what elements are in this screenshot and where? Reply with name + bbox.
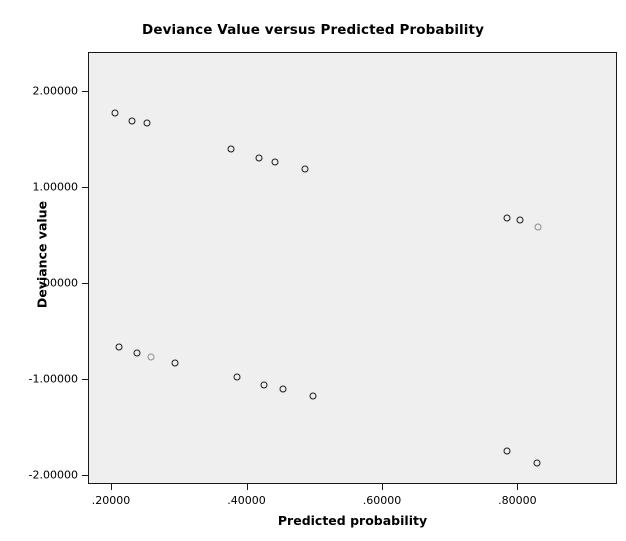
data-point: [233, 373, 241, 381]
y-tick-label: 1.00000: [32, 180, 79, 194]
data-point: [143, 119, 150, 127]
x-tick-label: .40000: [227, 494, 266, 507]
data-point: [503, 214, 511, 222]
y-tick-label: 2.00000: [32, 84, 79, 98]
data-point: [255, 154, 263, 162]
x-tick-mark: [111, 484, 113, 490]
data-point: [133, 349, 141, 357]
y-tick-label: -2.00000: [28, 468, 78, 482]
data-point: [111, 109, 119, 117]
data-point: [128, 117, 136, 125]
chart-title: Deviance Value versus Predicted Probabil…: [142, 22, 484, 38]
data-point: [147, 353, 155, 361]
data-point: [171, 359, 179, 367]
data-point: [533, 459, 541, 467]
x-tick-label: .20000: [91, 494, 131, 507]
y-tick-mark: [82, 475, 88, 477]
x-tick-label: .80000: [498, 494, 537, 507]
data-points-layer: [89, 53, 616, 483]
data-point: [260, 381, 268, 389]
data-point: [503, 447, 511, 454]
y-tick-label: .00000: [39, 276, 79, 290]
data-point: [516, 216, 524, 224]
plot-area: [88, 52, 617, 484]
y-tick-mark: [82, 187, 88, 189]
x-tick-mark: [517, 484, 519, 490]
y-tick-label: -1.00000: [28, 372, 78, 386]
data-point: [534, 223, 542, 231]
y-tick-mark: [82, 91, 88, 93]
y-tick-mark: [82, 379, 88, 381]
x-tick-label: .60000: [362, 494, 402, 507]
x-axis-title: Predicted probability: [277, 513, 428, 528]
data-point: [301, 165, 309, 173]
data-point: [115, 343, 123, 351]
y-axis-title: Deviance value: [34, 200, 50, 309]
data-point: [309, 392, 317, 400]
y-tick-mark: [82, 283, 88, 285]
x-tick-mark: [246, 484, 248, 490]
data-point: [227, 145, 235, 153]
data-point: [279, 385, 287, 393]
x-tick-mark: [381, 484, 383, 490]
data-point: [271, 158, 279, 166]
